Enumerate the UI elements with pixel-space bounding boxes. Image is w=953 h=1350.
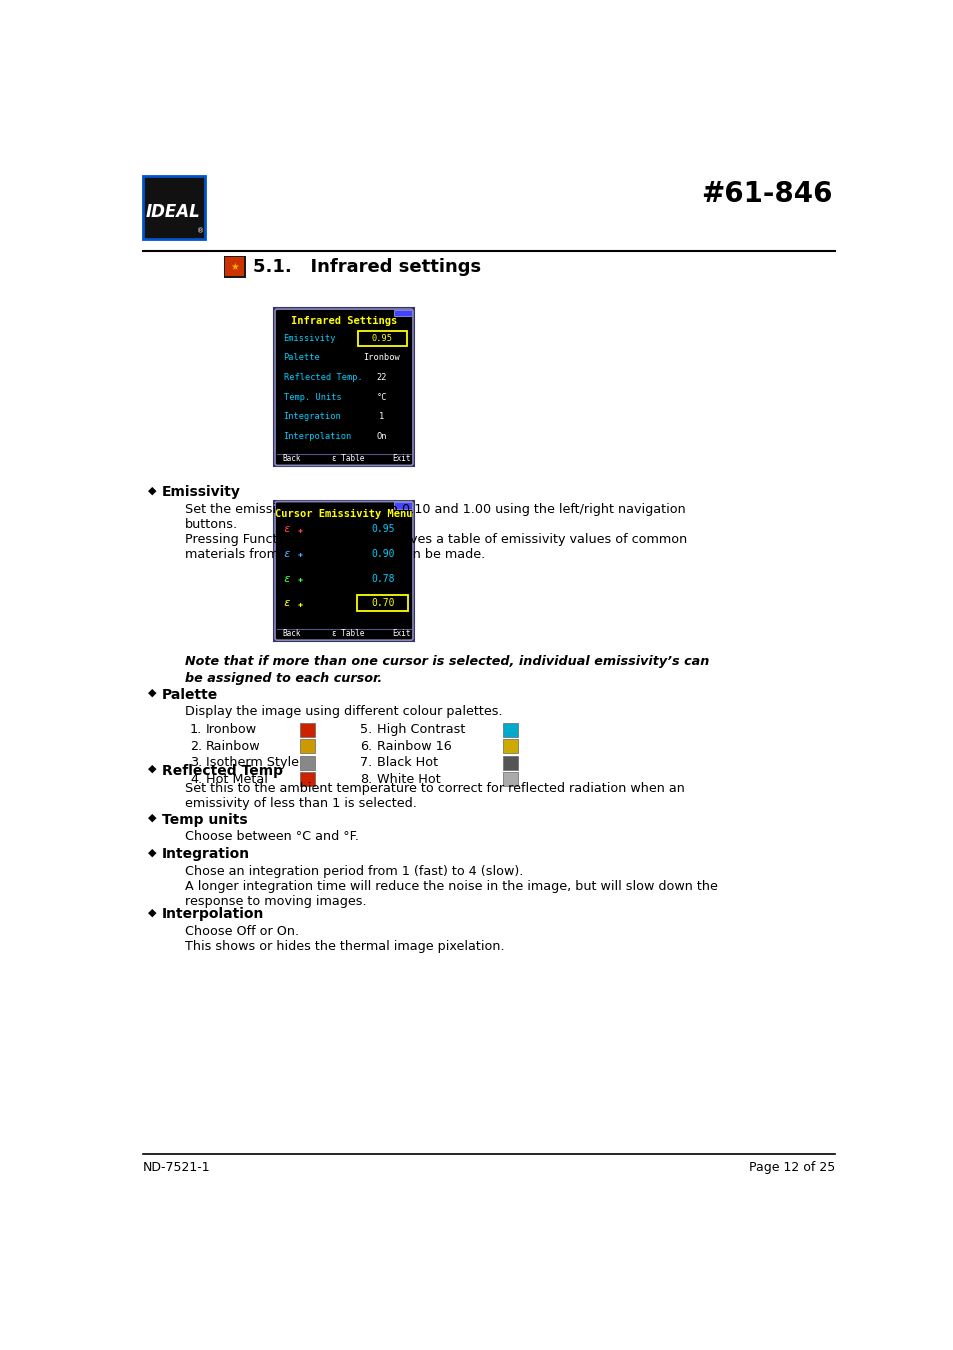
Text: Interpolation: Interpolation	[162, 907, 264, 921]
Text: ε: ε	[283, 524, 290, 535]
Text: Pressing Function Key 3 (ε Table) gives a table of emissivity values of common: Pressing Function Key 3 (ε Table) gives …	[185, 533, 687, 547]
Text: 5.: 5.	[360, 724, 373, 736]
Text: Ironbow: Ironbow	[363, 354, 400, 362]
FancyBboxPatch shape	[502, 722, 517, 737]
Text: This shows or hides the thermal image pixelation.: This shows or hides the thermal image pi…	[185, 940, 504, 953]
Text: IDEAL: IDEAL	[146, 204, 201, 221]
Text: Temp units: Temp units	[162, 813, 247, 826]
Text: Back: Back	[282, 454, 300, 463]
FancyBboxPatch shape	[358, 331, 407, 346]
Text: Chose an integration period from 1 (fast) to 4 (slow).: Chose an integration period from 1 (fast…	[185, 865, 523, 878]
Text: #61-846: #61-846	[700, 181, 831, 208]
Text: Reflected Temp: Reflected Temp	[162, 764, 283, 778]
FancyBboxPatch shape	[142, 176, 204, 239]
FancyBboxPatch shape	[394, 310, 412, 316]
FancyBboxPatch shape	[502, 738, 517, 753]
FancyBboxPatch shape	[502, 756, 517, 770]
FancyBboxPatch shape	[224, 256, 245, 278]
FancyBboxPatch shape	[299, 738, 314, 753]
Text: 5.1.   Infrared settings: 5.1. Infrared settings	[253, 258, 481, 275]
Text: Temp. Units: Temp. Units	[283, 393, 341, 402]
Text: Back: Back	[282, 629, 300, 637]
Text: emissivity of less than 1 is selected.: emissivity of less than 1 is selected.	[185, 796, 416, 810]
Text: Cursor Emissivity Menu: Cursor Emissivity Menu	[275, 509, 413, 518]
Text: 0.78: 0.78	[371, 574, 395, 583]
FancyBboxPatch shape	[356, 595, 408, 612]
Text: ✚: ✚	[297, 549, 302, 559]
Text: Rainbow: Rainbow	[206, 740, 260, 753]
Text: buttons.: buttons.	[185, 518, 238, 531]
Text: 8.: 8.	[360, 774, 373, 786]
Text: ®: ®	[197, 228, 204, 235]
Text: Integration: Integration	[162, 848, 250, 861]
Text: ◆: ◆	[148, 688, 156, 698]
Text: Set the emissivity value between 0.10 and 1.00 using the left/right navigation: Set the emissivity value between 0.10 an…	[185, 504, 685, 516]
Text: Palette: Palette	[162, 688, 218, 702]
Text: 1.: 1.	[190, 724, 202, 736]
Text: White Hot: White Hot	[376, 774, 440, 786]
Text: materials from which a selection can be made.: materials from which a selection can be …	[185, 548, 485, 562]
FancyBboxPatch shape	[502, 772, 517, 787]
FancyBboxPatch shape	[299, 722, 314, 737]
Text: ND-7521-1: ND-7521-1	[142, 1161, 210, 1174]
Text: ◆: ◆	[148, 907, 156, 918]
Text: ✚: ✚	[297, 525, 302, 533]
Text: ε Table: ε Table	[332, 629, 364, 637]
Text: 1: 1	[379, 412, 384, 421]
Text: ◆: ◆	[148, 848, 156, 857]
FancyBboxPatch shape	[274, 308, 414, 466]
Text: 3.: 3.	[190, 756, 202, 770]
FancyBboxPatch shape	[299, 772, 314, 787]
Text: °C: °C	[376, 393, 387, 402]
Text: Isotherm Style: Isotherm Style	[206, 756, 298, 770]
Text: ✚: ✚	[297, 574, 302, 583]
Text: 0.90: 0.90	[371, 549, 395, 559]
FancyBboxPatch shape	[394, 502, 412, 509]
Text: Interpolation: Interpolation	[283, 432, 352, 441]
Text: Set this to the ambient temperature to correct for reflected radiation when an: Set this to the ambient temperature to c…	[185, 782, 684, 795]
Text: Black Hot: Black Hot	[376, 756, 437, 770]
Text: 6.: 6.	[360, 740, 373, 753]
Text: ◆: ◆	[148, 486, 156, 495]
Text: response to moving images.: response to moving images.	[185, 895, 366, 909]
Text: 7.: 7.	[360, 756, 373, 770]
Text: Emissivity: Emissivity	[283, 333, 335, 343]
Text: 0.95: 0.95	[371, 524, 395, 535]
Text: 4.: 4.	[190, 774, 202, 786]
Text: 0.70: 0.70	[371, 598, 395, 609]
Text: Rainbow 16: Rainbow 16	[376, 740, 451, 753]
Text: ε: ε	[283, 574, 290, 583]
Text: Integration: Integration	[283, 412, 341, 421]
Text: Exit: Exit	[392, 454, 410, 463]
Text: ε: ε	[283, 598, 290, 609]
Text: 0.95: 0.95	[371, 333, 392, 343]
Text: Palette: Palette	[283, 354, 320, 362]
Text: ◆: ◆	[148, 764, 156, 774]
Text: Exit: Exit	[392, 629, 410, 637]
Text: ★: ★	[230, 262, 239, 271]
FancyBboxPatch shape	[274, 501, 414, 641]
Text: Note that if more than one cursor is selected, individual emissivity’s can: Note that if more than one cursor is sel…	[185, 655, 709, 668]
Text: 2.: 2.	[190, 740, 202, 753]
Text: Infrared Settings: Infrared Settings	[291, 316, 396, 325]
Text: Choose between °C and °F.: Choose between °C and °F.	[185, 830, 358, 844]
Text: A longer integration time will reduce the noise in the image, but will slow down: A longer integration time will reduce th…	[185, 880, 718, 894]
Text: Emissivity: Emissivity	[162, 486, 240, 500]
Text: High Contrast: High Contrast	[376, 724, 464, 736]
Text: Hot Metal: Hot Metal	[206, 774, 268, 786]
FancyBboxPatch shape	[299, 756, 314, 770]
Text: Display the image using different colour palettes.: Display the image using different colour…	[185, 705, 502, 718]
FancyBboxPatch shape	[225, 258, 244, 275]
Text: ε: ε	[283, 549, 290, 559]
Text: Ironbow: Ironbow	[206, 724, 257, 736]
Text: Reflected Temp.: Reflected Temp.	[283, 373, 362, 382]
Text: Choose Off or On.: Choose Off or On.	[185, 925, 299, 938]
Text: Page 12 of 25: Page 12 of 25	[748, 1161, 835, 1174]
Text: ε Table: ε Table	[332, 454, 364, 463]
Text: On: On	[376, 432, 387, 441]
Text: 22: 22	[376, 373, 387, 382]
Text: ◆: ◆	[148, 813, 156, 822]
Text: be assigned to each cursor.: be assigned to each cursor.	[185, 672, 382, 684]
Text: ✚: ✚	[297, 598, 302, 608]
